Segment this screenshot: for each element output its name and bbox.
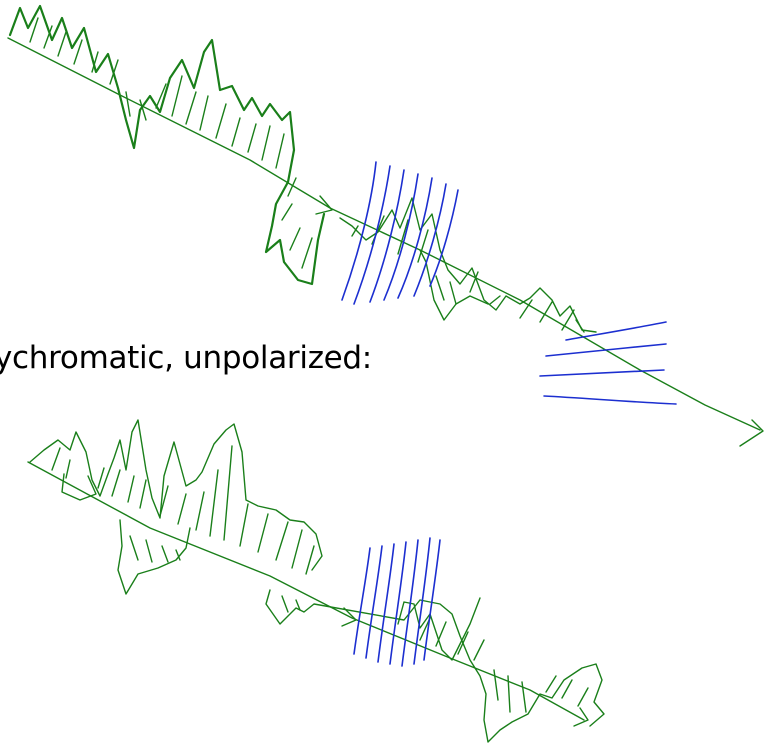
lower-propagation-axis — [27, 461, 585, 721]
upper-arrowhead — [739, 419, 764, 447]
lower-wave-upper-left-lobe — [61, 473, 97, 501]
lower-mid-arrow — [341, 607, 357, 627]
upper-vertical-polarization-lines — [341, 161, 459, 305]
lower-wave-lower-lobes — [117, 519, 191, 595]
upper-wave-hatching — [29, 17, 585, 333]
upper-wave-right-segment — [339, 197, 597, 333]
caption-text: ychromatic, unpolarized: — [0, 340, 372, 376]
lower-wave-envelope — [29, 419, 323, 571]
lower-wave-right-segment — [265, 589, 605, 743]
lower-wave — [27, 419, 605, 743]
upper-wave — [7, 4, 764, 447]
upper-wave-envelope — [8, 4, 326, 286]
upper-horizontal-polarization-lines — [539, 321, 677, 405]
upper-mid-arrow — [315, 195, 333, 215]
lower-wave-hatching — [51, 445, 589, 713]
lower-end-arrow — [573, 707, 589, 727]
lower-wave-right-upper-lobe — [397, 597, 481, 661]
lower-vertical-polarization-lines — [353, 537, 441, 667]
